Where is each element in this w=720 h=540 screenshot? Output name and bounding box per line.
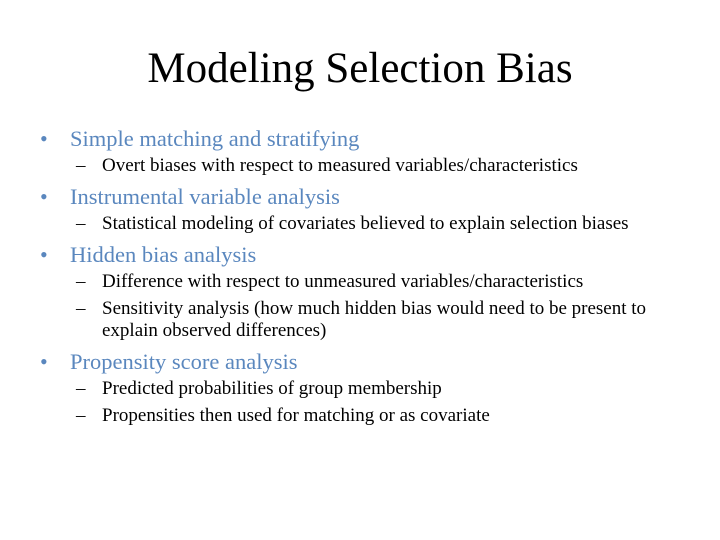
dash-icon: –	[76, 378, 86, 399]
bullet-item: • Propensity score analysis	[40, 347, 680, 376]
bullet-label: Propensity score analysis	[70, 349, 298, 374]
bullet-item: • Instrumental variable analysis	[40, 182, 680, 211]
bullet-item: • Hidden bias analysis	[40, 240, 680, 269]
sub-bullet-text: Difference with respect to unmeasured va…	[102, 271, 584, 292]
dash-icon: –	[76, 271, 86, 292]
slide-body: • Simple matching and stratifying – Over…	[40, 124, 680, 430]
sub-bullet-text: Overt biases with respect to measured va…	[102, 155, 578, 176]
bullet-icon: •	[40, 184, 48, 209]
sub-bullet-text: Propensities then used for matching or a…	[102, 405, 490, 426]
bullet-label: Hidden bias analysis	[70, 242, 257, 267]
bullet-label: Simple matching and stratifying	[70, 126, 360, 151]
dash-icon: –	[76, 213, 86, 234]
sub-bullet-item: – Sensitivity analysis (how much hidden …	[40, 298, 662, 342]
bullet-icon: •	[40, 242, 48, 267]
dash-icon: –	[76, 298, 86, 319]
dash-icon: –	[76, 405, 86, 426]
sub-bullet-item: – Difference with respect to unmeasured …	[40, 271, 662, 293]
sub-bullet-text: Statistical modeling of covariates belie…	[102, 213, 629, 234]
sub-bullet-item: – Propensities then used for matching or…	[40, 405, 662, 427]
bullet-label: Instrumental variable analysis	[70, 184, 340, 209]
bullet-icon: •	[40, 126, 48, 151]
dash-icon: –	[76, 155, 86, 176]
bullet-item: • Simple matching and stratifying	[40, 124, 680, 153]
sub-bullet-item: – Overt biases with respect to measured …	[40, 155, 662, 177]
sub-bullet-item: – Predicted probabilities of group membe…	[40, 378, 662, 400]
sub-bullet-text: Sensitivity analysis (how much hidden bi…	[102, 298, 647, 341]
sub-bullet-item: – Statistical modeling of covariates bel…	[40, 213, 662, 235]
bullet-icon: •	[40, 349, 48, 374]
slide-title: Modeling Selection Bias	[147, 45, 573, 92]
sub-bullet-text: Predicted probabilities of group members…	[102, 378, 442, 399]
